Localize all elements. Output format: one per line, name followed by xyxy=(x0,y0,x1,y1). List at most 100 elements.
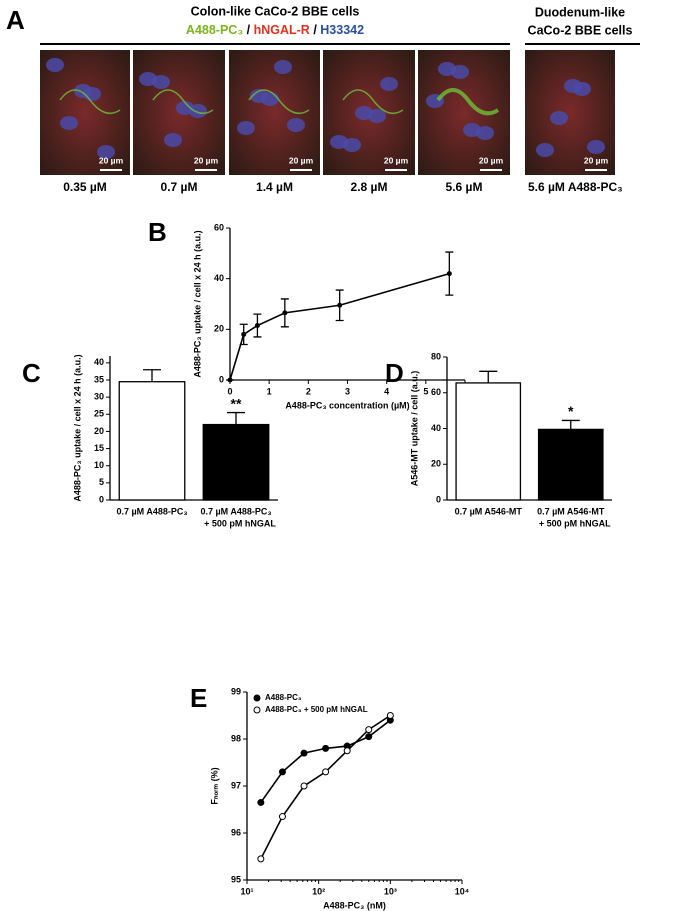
y-tick-label: 5 xyxy=(99,477,104,487)
point xyxy=(241,331,247,337)
nucleus xyxy=(330,135,348,149)
header: Duodenum-like xyxy=(535,5,625,19)
stain-label: A488-PC₃ xyxy=(186,23,243,37)
panel-letter: C xyxy=(22,358,41,388)
header: CaCo-2 BBE cells xyxy=(528,23,633,37)
x-tick-label: 0.7 µM A488-PC₃ xyxy=(116,506,187,516)
bar xyxy=(202,423,270,501)
x-tick-label: 10⁴ xyxy=(455,886,469,896)
y-tick-label: 40 xyxy=(94,357,104,367)
scale-bar-label: 20 µm xyxy=(584,155,609,165)
x-tick-label: 2 xyxy=(306,386,311,396)
y-tick-label: 10 xyxy=(94,460,104,470)
panel-letter: E xyxy=(190,683,207,713)
y-tick-label: 0 xyxy=(99,494,104,504)
image-label: 5.6 µM A488-PC₃ xyxy=(528,180,623,194)
green-signal xyxy=(342,89,404,115)
point xyxy=(300,782,308,790)
point xyxy=(282,310,288,316)
y-tick-label: 40 xyxy=(431,423,441,433)
error-bar xyxy=(143,369,161,382)
point xyxy=(446,271,452,277)
header: Colon-like CaCo-2 BBE cells xyxy=(191,4,360,18)
x-tick-label: 10¹ xyxy=(240,886,253,896)
stain-legend: A488-PC₃ / hNGAL-R / H33342 xyxy=(186,23,364,37)
point xyxy=(227,377,233,383)
separator: / xyxy=(247,23,251,37)
point xyxy=(343,747,351,755)
error-bar xyxy=(561,419,580,430)
y-tick-label: 30 xyxy=(94,392,104,402)
y-tick-label: 20 xyxy=(431,459,441,469)
stain-label: H33342 xyxy=(320,23,364,37)
green-signal xyxy=(436,88,500,116)
nucleus xyxy=(60,116,78,130)
nucleus xyxy=(97,145,115,159)
chart-line: B02040600123456A488-PC₃ concentration (µ… xyxy=(148,217,468,411)
bar xyxy=(537,428,604,501)
x-tick-label: 0 xyxy=(227,386,232,396)
legend-marker xyxy=(253,694,261,702)
significance: ** xyxy=(231,395,242,411)
y-axis-label: A546-MT uptake / cell (a.u.) xyxy=(409,371,419,487)
y-tick-label: 60 xyxy=(214,222,224,232)
nucleus xyxy=(74,84,92,98)
chart-bar: D 0 20 40 60 80 A546-MT uptake / cell (a.u.) 0.… xyxy=(385,351,612,528)
x-axis-label: A488-PC₃ concentration (µM) xyxy=(285,400,409,410)
nucleus xyxy=(587,140,605,154)
nucleus xyxy=(536,143,554,157)
x-tick-label: 10² xyxy=(312,886,325,896)
y-tick-label: 98 xyxy=(231,733,241,743)
legend-label: A488-PC₃ xyxy=(265,693,302,702)
legend-label: A488-PC₃ + 500 pM hNGAL xyxy=(265,705,368,714)
point xyxy=(365,726,373,734)
image-label: 0.35 µM xyxy=(63,180,107,194)
y-tick-label: 40 xyxy=(214,273,224,283)
x-tick-sublabel: + 500 pM hNGAL xyxy=(539,518,611,528)
point xyxy=(300,749,308,757)
scale-bar-label: 20 µm xyxy=(289,155,314,165)
nucleus xyxy=(564,79,582,93)
stain-label: hNGAL-R xyxy=(254,23,310,37)
point xyxy=(337,302,343,308)
y-tick-label: 15 xyxy=(94,443,104,453)
nucleus xyxy=(463,123,481,137)
line xyxy=(229,272,450,381)
nucleus xyxy=(550,111,568,125)
y-axis-label: Fₙₒᵣₘ (%) xyxy=(209,767,219,804)
image-label: 1.4 µM xyxy=(256,180,293,194)
nucleus xyxy=(250,89,268,103)
scale-bar-label: 20 µm xyxy=(194,155,219,165)
nucleus xyxy=(164,133,182,147)
y-tick-label: 96 xyxy=(231,827,241,837)
point xyxy=(278,768,286,776)
legend-marker xyxy=(253,706,261,714)
image-label: 5.6 µM xyxy=(446,180,483,194)
y-tick-label: 20 xyxy=(214,324,224,334)
y-tick-label: 95 xyxy=(231,874,241,884)
scale-bar-label: 20 µm xyxy=(479,155,504,165)
y-tick-label: 0 xyxy=(436,494,441,504)
scale-bar-label: 20 µm xyxy=(99,155,124,165)
y-tick-label: 35 xyxy=(94,374,104,384)
nucleus xyxy=(274,60,292,74)
panel-letter: A xyxy=(6,5,25,35)
image-label: 2.8 µM xyxy=(351,180,388,194)
point xyxy=(254,323,260,329)
nucleus xyxy=(46,58,64,72)
separator: / xyxy=(313,23,317,37)
nucleus xyxy=(237,121,255,135)
nucleus xyxy=(355,106,373,120)
point xyxy=(365,733,373,741)
green-signal xyxy=(59,89,121,115)
y-tick-label: 25 xyxy=(94,409,104,419)
x-tick-label: 0.7 µM A546-MT xyxy=(455,506,523,516)
y-axis-label: A488-PC₃ uptake / cell x 24 h (a.u.) xyxy=(192,230,202,377)
x-axis-label: A488-PC₃ (nM) xyxy=(323,900,386,910)
y-tick-label: 80 xyxy=(431,351,441,361)
error-bar xyxy=(479,370,498,383)
y-tick-label: 97 xyxy=(231,780,241,790)
x-tick-label: 5 xyxy=(423,386,428,396)
